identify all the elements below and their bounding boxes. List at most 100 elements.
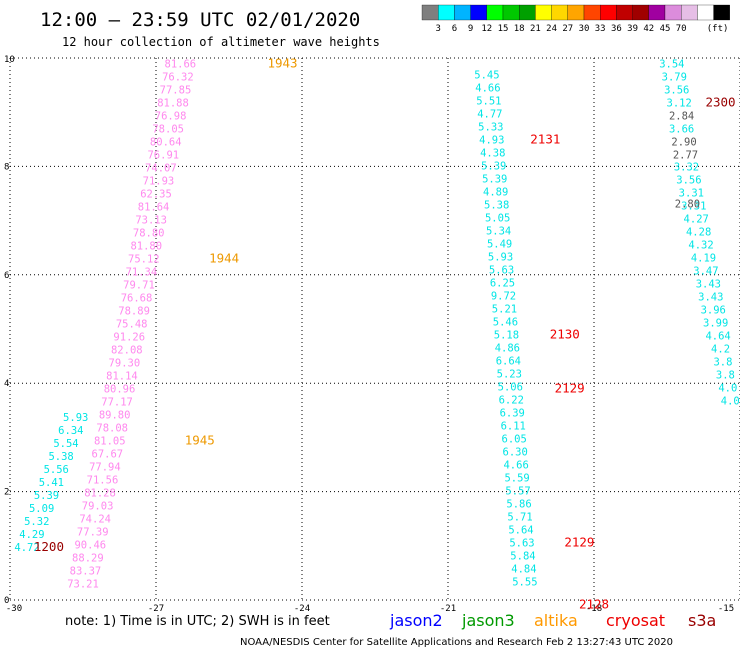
- wave-height-label: 4.0: [718, 383, 737, 395]
- wave-height-label: 5.93: [488, 251, 513, 263]
- legend-label: 24: [546, 24, 557, 34]
- color-legend: 3 6 9 12 15 18 21 24 27 30 33 36 39 42 45 70 (ft): [421, 4, 730, 34]
- legend-swatch: [486, 4, 504, 21]
- wave-height-label: 6.22: [499, 394, 524, 406]
- wave-height-label: 5.21: [492, 303, 517, 315]
- wave-height-label: 81.80: [130, 241, 162, 253]
- wave-height-label: 5.71: [507, 512, 532, 524]
- wave-height-label: 3.31: [681, 200, 706, 212]
- time-label: 2300: [705, 94, 735, 109]
- y-tick-label: 6: [4, 271, 9, 281]
- wave-height-label: 4.32: [688, 239, 713, 251]
- wave-height-label: 2.77: [673, 149, 698, 161]
- wave-height-label: 5.63: [489, 264, 514, 276]
- wave-height-label: 62.35: [140, 189, 172, 201]
- wave-height-label: 71.56: [87, 475, 119, 487]
- wave-height-label: 6.25: [490, 277, 515, 289]
- wave-height-label: 71.34: [126, 267, 158, 279]
- wave-height-label: 91.26: [113, 332, 145, 344]
- wave-height-label: 5.86: [506, 499, 531, 511]
- data-labels: 81.6676.3277.8581.8876.9878.0580.6476.91…: [14, 58, 739, 590]
- wave-height-label: 89.80: [99, 410, 131, 422]
- legend-label: 30: [579, 24, 590, 34]
- x-tick-label: -27: [148, 604, 164, 614]
- legend-label: 42: [643, 24, 654, 34]
- wave-height-label: 73.21: [67, 579, 99, 591]
- wave-height-label: 5.49: [487, 238, 512, 250]
- wave-height-label: 5.09: [29, 503, 54, 515]
- wave-height-label: 75.48: [116, 319, 148, 331]
- wave-height-label: 5.51: [476, 95, 501, 107]
- wave-height-label: 4.93: [479, 134, 504, 146]
- wave-height-label: 4.66: [475, 82, 500, 94]
- wave-height-label: 81.14: [106, 371, 138, 383]
- wave-height-label: 73.13: [135, 215, 167, 227]
- wave-height-label: 6.64: [496, 355, 521, 367]
- wave-height-label: 3.43: [696, 278, 721, 290]
- x-tick-label: -24: [294, 604, 310, 614]
- wave-height-label: 78.80: [133, 228, 165, 240]
- time-label: 2129: [564, 535, 594, 550]
- y-tick-label: 4: [4, 379, 9, 389]
- time-label: 2130: [550, 326, 580, 341]
- legend-unit: (ft): [707, 24, 729, 34]
- time-label: 1943: [267, 55, 297, 70]
- wave-height-label: 2.90: [671, 136, 696, 148]
- wave-height-label: 3.96: [701, 304, 726, 316]
- wave-height-label: 3.79: [662, 71, 687, 83]
- wave-height-label: 3.47: [693, 265, 718, 277]
- wave-height-label: 5.41: [39, 477, 64, 489]
- wave-height-label: 3.8: [713, 357, 732, 369]
- wave-height-label: 4.2: [711, 344, 730, 356]
- wave-height-label: 3.66: [669, 123, 694, 135]
- axis-ticks: -30 -27 -24 -21 -18 -15 0 2 4 6 8 10: [4, 55, 734, 614]
- x-tick-label: -15: [718, 604, 734, 614]
- wave-height-label: 5.56: [44, 464, 69, 476]
- legend-label: 12: [481, 24, 492, 34]
- satellite-name: jason3: [461, 611, 515, 630]
- legend-label: 9: [468, 24, 473, 34]
- wave-height-label: 4.77: [477, 108, 502, 120]
- wave-height-label: 5.38: [48, 451, 73, 463]
- wave-height-label: 82.08: [111, 345, 143, 357]
- wave-height-label: 5.18: [494, 329, 519, 341]
- wave-height-label: 4.0: [721, 396, 740, 408]
- legend-swatch: [551, 4, 568, 21]
- legend-swatch: [713, 4, 730, 21]
- legend-swatch: [519, 4, 536, 21]
- legend-swatch: [502, 4, 520, 21]
- wave-height-label: 3.8: [716, 370, 735, 382]
- time-label: 2128: [579, 596, 609, 611]
- legend-swatch: [616, 4, 633, 21]
- wave-height-label: 79.03: [82, 501, 114, 513]
- legend-swatch: [697, 4, 714, 21]
- satellite-legend: jason2 jason3 altika cryosat s3a: [389, 611, 716, 630]
- wave-height-label: 74.07: [145, 162, 177, 174]
- wave-height-label: 5.32: [24, 516, 49, 528]
- wave-height-label: 77.85: [160, 84, 192, 96]
- wave-height-label: 78.89: [118, 306, 150, 318]
- wave-height-label: 80.64: [150, 136, 182, 148]
- wave-height-label: 90.46: [74, 540, 106, 552]
- wave-height-label: 3.54: [659, 58, 684, 70]
- wave-height-label: 5.34: [486, 225, 511, 237]
- legend-label: 70: [676, 24, 687, 34]
- wave-height-label: 4.84: [511, 564, 536, 576]
- wave-height-label: 88.29: [72, 553, 104, 565]
- wave-height-label: 71.93: [143, 175, 175, 187]
- grid: [9, 57, 740, 601]
- wave-height-label: 2.80: [675, 198, 700, 210]
- wave-height-label: 5.39: [482, 173, 507, 185]
- time-label: 1944: [209, 251, 239, 266]
- legend-label: 33: [595, 24, 606, 34]
- legend-swatch: [470, 4, 487, 21]
- wave-height-label: 80.96: [104, 384, 136, 396]
- wave-height-label: 5.93: [63, 412, 88, 424]
- wave-height-label: 5.63: [509, 538, 534, 550]
- wave-height-label: 6.05: [502, 433, 527, 445]
- wave-height-label: 5.59: [504, 473, 529, 485]
- wave-height-label: 67.67: [92, 449, 124, 461]
- wave-height-label: 5.84: [510, 551, 535, 563]
- wave-height-label: 4.66: [503, 460, 528, 472]
- legend-swatch: [535, 4, 552, 21]
